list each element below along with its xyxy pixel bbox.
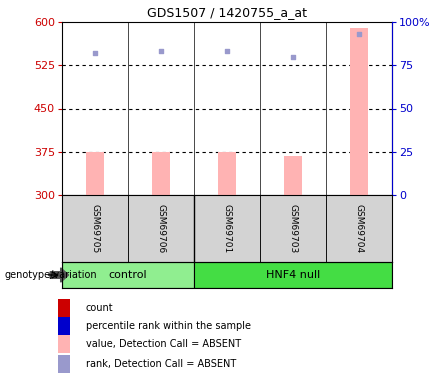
Text: genotype/variation: genotype/variation xyxy=(4,270,97,280)
Text: GSM69703: GSM69703 xyxy=(289,204,297,253)
Bar xyxy=(152,152,170,195)
Bar xyxy=(86,152,104,195)
Point xyxy=(92,50,99,56)
Title: GDS1507 / 1420755_a_at: GDS1507 / 1420755_a_at xyxy=(147,6,307,20)
Bar xyxy=(58,354,70,372)
Text: rank, Detection Call = ABSENT: rank, Detection Call = ABSENT xyxy=(86,358,236,369)
Bar xyxy=(194,262,392,288)
Bar xyxy=(58,317,70,335)
Text: HNF4 null: HNF4 null xyxy=(266,270,320,280)
Bar xyxy=(326,195,392,262)
Text: GSM69706: GSM69706 xyxy=(157,204,165,253)
Bar xyxy=(62,195,128,262)
Text: count: count xyxy=(86,303,114,313)
Bar xyxy=(128,195,194,262)
Bar xyxy=(194,195,260,262)
Bar xyxy=(58,335,70,353)
Text: GSM69705: GSM69705 xyxy=(91,204,99,253)
FancyArrow shape xyxy=(50,268,69,282)
Bar xyxy=(284,156,302,195)
Point xyxy=(224,48,231,54)
Text: value, Detection Call = ABSENT: value, Detection Call = ABSENT xyxy=(86,339,241,349)
Text: GSM69701: GSM69701 xyxy=(223,204,231,253)
Point xyxy=(158,48,165,54)
Bar xyxy=(218,152,236,195)
Bar xyxy=(62,262,194,288)
Bar xyxy=(58,299,70,317)
Text: percentile rank within the sample: percentile rank within the sample xyxy=(86,321,251,331)
Text: GSM69704: GSM69704 xyxy=(355,204,363,253)
Bar xyxy=(350,28,368,195)
Text: control: control xyxy=(109,270,147,280)
Point xyxy=(290,54,297,60)
Bar xyxy=(260,195,326,262)
Point xyxy=(356,31,363,37)
